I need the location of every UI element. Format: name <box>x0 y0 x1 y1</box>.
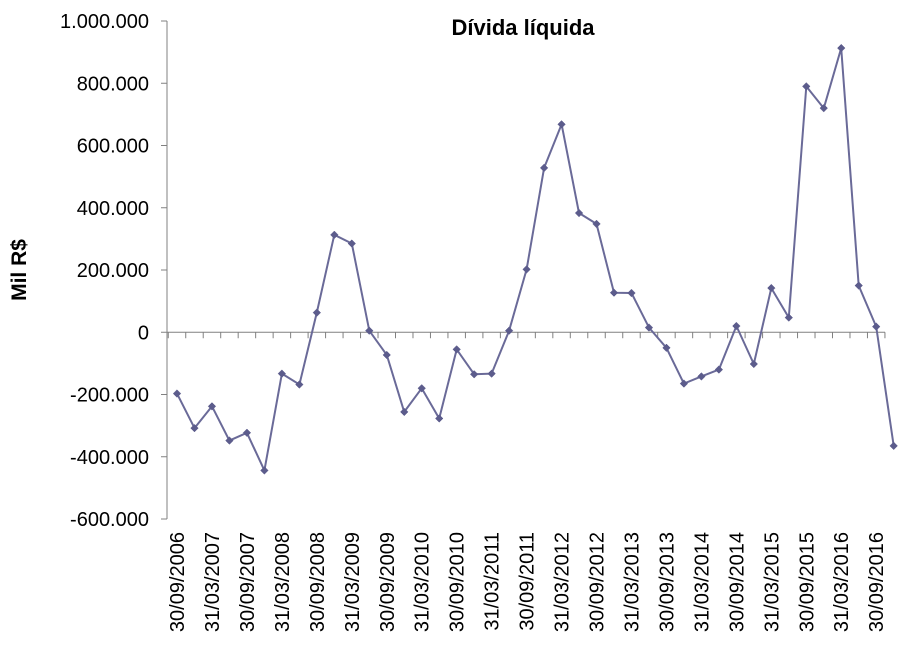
x-tick-label: 31/03/2010 <box>412 532 434 632</box>
data-markers <box>172 43 898 475</box>
data-point <box>242 428 252 437</box>
data-point <box>574 208 584 218</box>
chart-title: Dívida líquida <box>451 15 595 40</box>
data-point <box>207 402 217 411</box>
x-tick-labels: 30/09/2006 31/03/2007 30/09/2007 31/03/2008… <box>167 532 888 632</box>
series-line <box>176 47 895 472</box>
x-tick-label: 31/03/2009 <box>342 532 364 632</box>
data-point <box>767 283 776 293</box>
data-point <box>190 423 199 433</box>
data-point <box>172 389 182 398</box>
x-tick-label: 30/09/2013 <box>656 532 678 632</box>
data-point <box>802 82 811 91</box>
y-tick-label: 200.000 <box>77 260 149 282</box>
x-tick-label: 30/09/2010 <box>447 532 469 632</box>
data-point <box>539 163 549 173</box>
data-point <box>714 365 724 374</box>
y-tick-label: 1.000.000 <box>60 11 149 33</box>
data-point <box>627 288 636 298</box>
data-point <box>837 43 846 53</box>
axes <box>161 20 886 520</box>
data-point <box>470 370 479 379</box>
data-point <box>749 359 758 369</box>
x-tick-label: 31/03/2008 <box>272 532 294 632</box>
data-point <box>312 308 321 317</box>
y-tick-label: 0 <box>138 322 149 344</box>
data-point <box>382 350 391 360</box>
data-point <box>854 281 863 290</box>
x-tick-label: 30/09/2006 <box>167 532 189 632</box>
x-tick-label: 31/03/2016 <box>831 532 853 632</box>
data-point <box>504 326 514 335</box>
x-tick-label: 30/09/2009 <box>377 532 399 632</box>
data-point <box>819 103 828 113</box>
y-tick-label: 600.000 <box>77 136 149 158</box>
x-tick-label: 31/03/2012 <box>552 532 574 632</box>
data-point <box>260 466 269 475</box>
y-tick-label: -400.000 <box>70 447 149 469</box>
data-point <box>417 384 426 393</box>
x-tick-label: 30/09/2014 <box>726 532 748 632</box>
data-point <box>330 230 339 239</box>
series-polyline <box>176 47 895 472</box>
x-tick-label: 30/09/2015 <box>796 532 818 632</box>
data-point <box>347 239 356 248</box>
x-tick-label: 31/03/2014 <box>691 532 713 632</box>
x-tick-label: 30/09/2008 <box>307 532 329 632</box>
data-point <box>557 120 566 129</box>
data-point <box>644 323 654 332</box>
data-point <box>784 313 793 322</box>
data-point <box>609 288 619 297</box>
data-point <box>295 380 304 389</box>
x-tick-label: 31/03/2011 <box>482 532 504 631</box>
data-point <box>697 372 706 381</box>
data-point <box>679 379 689 388</box>
data-point <box>522 265 531 274</box>
x-tick-label: 30/09/2012 <box>587 532 609 632</box>
x-tick-label: 31/03/2015 <box>761 532 783 632</box>
data-point <box>452 345 461 354</box>
x-tick-label: 30/09/2011 <box>517 532 539 631</box>
y-tick-label: -600.000 <box>70 509 149 531</box>
data-point <box>225 436 234 445</box>
y-tick-label: 800.000 <box>77 73 149 95</box>
x-tick-label: 31/03/2013 <box>621 532 643 632</box>
y-tick-label: -200.000 <box>70 385 149 407</box>
data-point <box>400 407 409 417</box>
x-tick-label: 30/09/2007 <box>237 532 259 632</box>
y-axis-label: Mil R$ <box>8 239 31 301</box>
data-point <box>277 369 287 378</box>
data-point <box>889 441 898 451</box>
data-point <box>592 219 601 229</box>
y-tick-label: 400.000 <box>77 198 149 220</box>
data-point <box>487 369 496 378</box>
x-tick-label: 31/03/2007 <box>202 532 224 632</box>
data-point <box>365 326 374 335</box>
x-tick-label: 30/09/2016 <box>866 532 888 632</box>
data-point <box>732 321 741 331</box>
data-point <box>435 414 444 423</box>
data-point <box>872 322 881 331</box>
y-tick-labels: 1.000.000 800.000 600.000 400.000 200.000 0 -2… <box>60 11 149 531</box>
data-point <box>662 343 671 352</box>
